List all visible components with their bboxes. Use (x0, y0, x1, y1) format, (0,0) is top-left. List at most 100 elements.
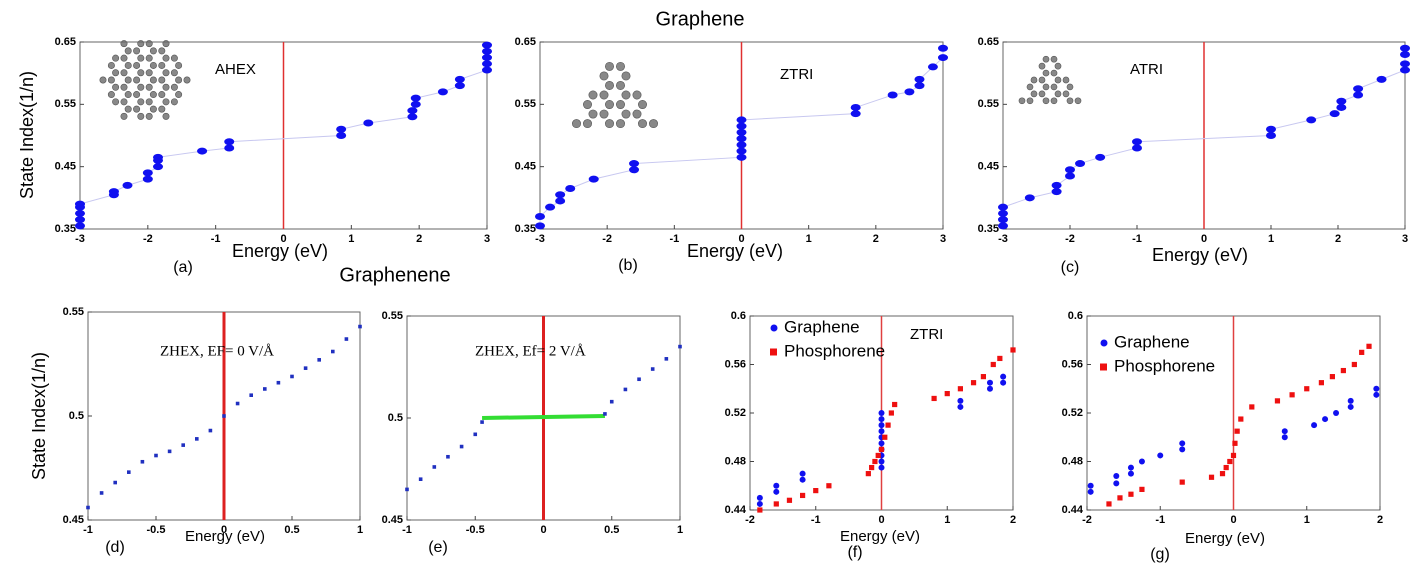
atom (184, 77, 190, 83)
x-tick-label: 0.5 (604, 524, 619, 536)
point (879, 422, 885, 428)
y-axis-label: State Index(1/n) (17, 71, 37, 199)
atom (171, 99, 177, 105)
point (209, 429, 213, 433)
point (535, 213, 545, 220)
x-tick-label: 0 (1201, 233, 1207, 245)
atom (600, 91, 608, 99)
atom (1019, 98, 1025, 104)
atom (600, 72, 608, 80)
point (879, 465, 885, 471)
x-tick-label: 2 (1377, 514, 1383, 526)
point (304, 366, 308, 370)
x-tick-label: -2 (1065, 233, 1075, 245)
point (971, 380, 976, 385)
point (1330, 110, 1340, 117)
atom (108, 62, 114, 68)
point (885, 423, 890, 428)
x-tick-label: 1 (1268, 233, 1274, 245)
point (737, 141, 747, 148)
atom (138, 99, 144, 105)
atom (133, 91, 139, 97)
point (1377, 76, 1387, 83)
point (75, 201, 85, 208)
atom (175, 91, 181, 97)
atom (138, 70, 144, 76)
point (1065, 173, 1075, 180)
x-tick-label: 2 (873, 233, 879, 245)
point (629, 166, 639, 173)
point (1000, 380, 1006, 386)
atom (108, 91, 114, 97)
x-tick-label: -3 (998, 233, 1008, 245)
point (1311, 422, 1317, 428)
point (998, 222, 1008, 229)
point (249, 393, 253, 397)
point (589, 176, 599, 183)
atom (163, 40, 169, 46)
point (195, 437, 199, 441)
y-tick-label: 0.6 (1068, 310, 1083, 322)
point (987, 380, 993, 386)
x-tick-label: -2 (143, 233, 153, 245)
atom (1043, 98, 1049, 104)
point (1227, 459, 1232, 464)
point (1400, 67, 1410, 74)
point (482, 60, 492, 67)
y-tick-label: 0.56 (1062, 358, 1083, 370)
point (928, 63, 938, 70)
point (904, 88, 914, 95)
point (336, 126, 346, 133)
point (629, 160, 639, 167)
point (1010, 347, 1015, 352)
x-tick-label: 1 (806, 233, 812, 245)
y-tick-label: 0.5 (69, 410, 84, 422)
x-axis-label: Energy (eV) (185, 528, 265, 545)
y-tick-label: 0.44 (1062, 504, 1084, 516)
point (555, 197, 565, 204)
atom (125, 62, 131, 68)
point (545, 204, 555, 211)
atom (108, 77, 114, 83)
point (277, 381, 281, 385)
point (1400, 60, 1410, 67)
point (455, 76, 465, 83)
point (1266, 132, 1276, 139)
point (127, 470, 131, 474)
point (651, 367, 655, 371)
point (678, 345, 682, 349)
atom (1039, 63, 1045, 69)
point (358, 325, 362, 329)
atom (1055, 77, 1061, 83)
point (181, 443, 185, 447)
atom (150, 77, 156, 83)
point (1052, 188, 1062, 195)
atom (1063, 77, 1069, 83)
atom (159, 91, 165, 97)
page: Graphene Graphenene 0.350.450.550.65-3-2… (0, 0, 1415, 571)
x-tick-label: 0 (540, 524, 546, 536)
point (460, 445, 464, 449)
atom (146, 70, 152, 76)
point (1139, 459, 1145, 465)
point (869, 465, 874, 470)
x-axis-label: Energy (eV) (1185, 530, 1265, 547)
atom (121, 70, 127, 76)
atom (622, 91, 630, 99)
point (407, 107, 417, 114)
point (773, 489, 779, 495)
x-tick-label: -1 (669, 233, 679, 245)
x-tick-label: 2 (1335, 233, 1341, 245)
series-line (482, 416, 605, 418)
panel-label: (b) (618, 257, 638, 274)
panel-label: (e) (428, 539, 448, 556)
point (879, 428, 885, 434)
point (1366, 344, 1371, 349)
legend-marker (770, 349, 777, 356)
point (991, 362, 996, 367)
annotation: ZTRI (780, 66, 813, 83)
point (1095, 154, 1105, 161)
annotation: ATRI (1130, 61, 1163, 78)
point (122, 182, 132, 189)
atom (121, 40, 127, 46)
